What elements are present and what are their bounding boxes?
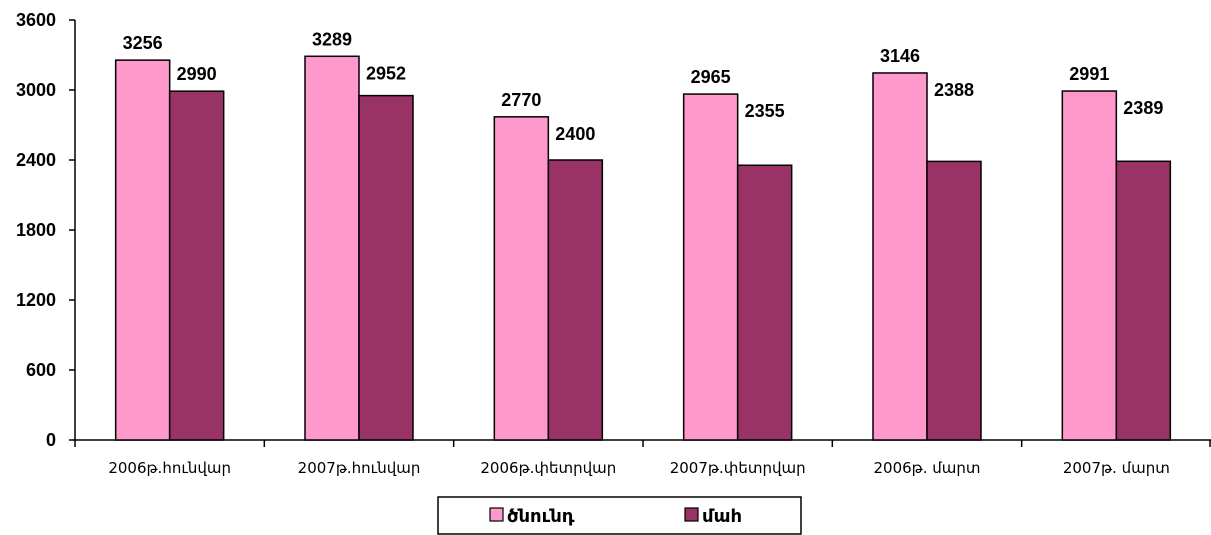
data-label: 2952 <box>366 63 406 83</box>
legend-swatch <box>489 507 504 522</box>
y-tick-label: 3600 <box>16 10 56 30</box>
data-label: 2770 <box>501 90 541 110</box>
data-label: 2389 <box>1123 98 1163 118</box>
x-tick-label: 2007թ. մարտ <box>1063 459 1170 477</box>
x-tick-label: 2006թ.հունվար <box>108 459 231 477</box>
legend-label: ծնունդ <box>507 506 575 527</box>
y-tick-label: 1800 <box>16 220 56 240</box>
bar-series-2 <box>736 164 793 441</box>
bar-series-1 <box>682 93 739 441</box>
x-tick-label: 2007թ.հունվար <box>298 459 421 477</box>
x-tick-label: 2006թ.փետրվար <box>480 459 616 477</box>
x-tick-label: 2006թ. մարտ <box>873 459 980 477</box>
bar-series-1 <box>493 116 550 441</box>
bar-series-1 <box>872 72 928 441</box>
data-label: 2388 <box>934 80 974 100</box>
bar-series-2 <box>547 159 604 441</box>
legend-label: մահ <box>702 506 742 527</box>
bar-series-1 <box>114 59 171 441</box>
x-tick-label: 2007թ.փետրվար <box>670 459 806 477</box>
data-label: 2991 <box>1069 64 1109 84</box>
data-label: 2400 <box>555 124 595 144</box>
data-label: 2355 <box>745 101 785 121</box>
bar-series-1 <box>304 55 360 441</box>
y-tick-label: 2400 <box>16 150 56 170</box>
data-label: 3146 <box>880 46 920 66</box>
bar-series-2 <box>926 160 982 441</box>
data-label: 2990 <box>177 64 217 84</box>
bars <box>114 55 1172 441</box>
legend: ծնունդ մահ <box>437 496 802 535</box>
data-label: 3256 <box>123 33 163 53</box>
y-axis: 0 600 1200 1800 2400 3000 3600 <box>16 10 76 450</box>
data-labels: 3256 2990 3289 2952 2770 2400 2965 2355 3146 2388… <box>123 29 1164 144</box>
legend-swatch <box>684 507 699 522</box>
bar-series-1 <box>1061 90 1118 441</box>
y-tick-label: 0 <box>46 430 56 450</box>
y-tick-label: 1200 <box>16 290 56 310</box>
bar-series-2 <box>1115 160 1172 441</box>
x-axis: 2006թ.հունվար 2007թ.հունվար 2006թ.փետրվար 2… <box>74 439 1211 477</box>
bar-series-2 <box>168 90 225 441</box>
y-tick-label: 600 <box>26 360 56 380</box>
data-label: 3289 <box>312 29 352 49</box>
data-label: 2965 <box>691 67 731 87</box>
y-tick-label: 3000 <box>16 80 56 100</box>
bar-series-2 <box>358 94 414 441</box>
